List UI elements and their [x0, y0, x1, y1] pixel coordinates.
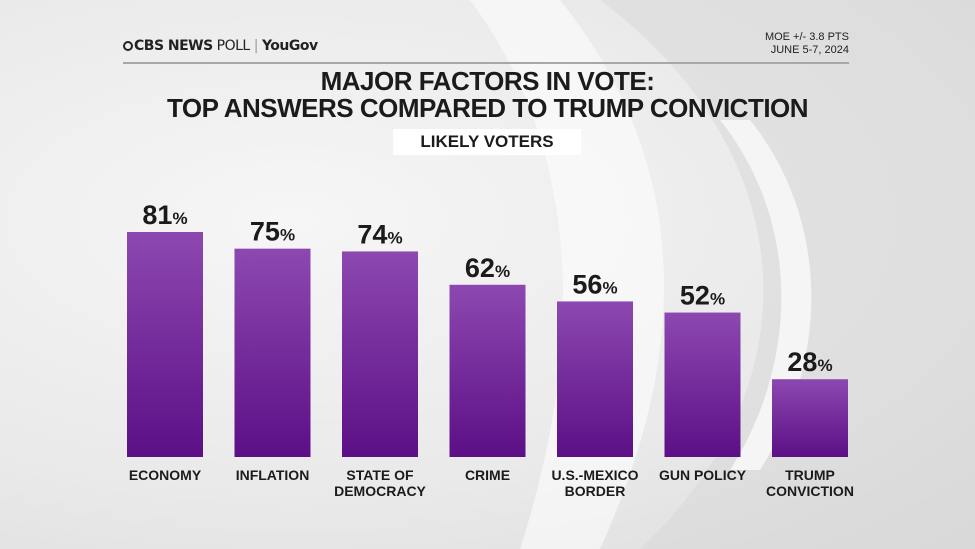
bar [234, 248, 311, 457]
bar [449, 284, 526, 457]
data-label: 62% [465, 253, 510, 283]
data-label: 75% [250, 217, 295, 247]
category-label: ECONOMY [129, 467, 202, 483]
category-label: GUN POLICY [659, 467, 747, 483]
category-label: STATE OF [346, 467, 414, 483]
header-divider [123, 62, 849, 64]
bar [772, 379, 848, 457]
category-label: DEMOCRACY [334, 483, 426, 499]
data-label: 74% [357, 219, 402, 249]
category-label: U.S.-MEXICO [551, 467, 638, 483]
margin-of-error: MOE +/- 3.8 PTS [764, 31, 849, 43]
category-label: INFLATION [236, 467, 310, 483]
data-label: 56% [572, 269, 617, 299]
cbs-eye-icon [123, 41, 133, 51]
poll-info: MOE +/- 3.8 PTS JUNE 5-7, 2024 [765, 31, 849, 57]
data-label: 52% [680, 281, 725, 311]
cbs-news-poll-logo: CBS NEWS POLL | YouGov [123, 38, 318, 54]
bar [557, 301, 633, 457]
bar [127, 232, 203, 457]
bar [342, 251, 418, 457]
category-label: TRUMP [785, 467, 835, 483]
poll-dates: JUNE 5-7, 2024 [770, 44, 849, 56]
category-label: CONVICTION [766, 483, 854, 499]
category-label: BORDER [565, 483, 626, 499]
population-label: LIKELY VOTERS [393, 129, 581, 155]
bar [664, 312, 741, 457]
chart-title: MAJOR FACTORS IN VOTE: TOP ANSWERS COMPA… [166, 66, 809, 123]
data-label: 28% [787, 347, 832, 377]
data-label: 81% [142, 200, 187, 230]
category-label: CRIME [465, 467, 510, 483]
